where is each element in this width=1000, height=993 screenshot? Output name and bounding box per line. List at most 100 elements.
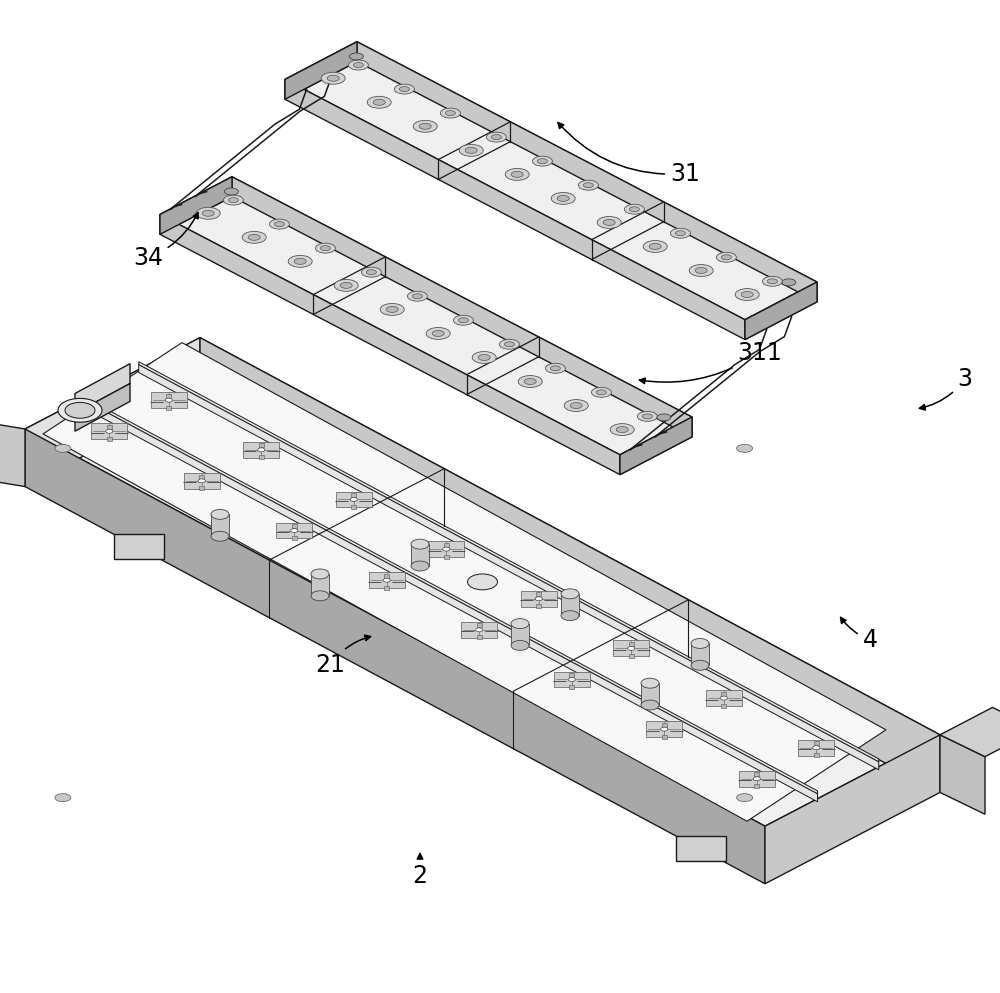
Ellipse shape xyxy=(578,180,598,191)
Ellipse shape xyxy=(349,53,363,60)
Text: 21: 21 xyxy=(315,636,371,677)
Text: 31: 31 xyxy=(558,122,700,186)
Polygon shape xyxy=(232,177,692,437)
Ellipse shape xyxy=(399,86,409,91)
Polygon shape xyxy=(691,643,709,665)
Polygon shape xyxy=(561,594,579,616)
Ellipse shape xyxy=(65,402,95,418)
Polygon shape xyxy=(78,393,818,801)
Polygon shape xyxy=(160,177,232,234)
Polygon shape xyxy=(200,338,940,792)
Ellipse shape xyxy=(691,638,709,648)
Ellipse shape xyxy=(211,509,229,519)
Ellipse shape xyxy=(340,282,352,288)
Polygon shape xyxy=(620,417,692,475)
Polygon shape xyxy=(814,742,819,746)
Ellipse shape xyxy=(311,591,329,601)
Ellipse shape xyxy=(637,411,657,421)
Ellipse shape xyxy=(294,258,306,264)
Ellipse shape xyxy=(499,340,519,350)
Polygon shape xyxy=(114,534,164,559)
Text: 2: 2 xyxy=(413,854,428,888)
Ellipse shape xyxy=(642,414,652,419)
Ellipse shape xyxy=(55,445,71,453)
Ellipse shape xyxy=(550,365,560,370)
Text: 4: 4 xyxy=(841,618,878,652)
Ellipse shape xyxy=(486,132,506,142)
Polygon shape xyxy=(151,392,187,408)
Ellipse shape xyxy=(511,619,529,629)
Ellipse shape xyxy=(211,531,229,541)
Ellipse shape xyxy=(767,279,777,284)
Ellipse shape xyxy=(583,183,593,188)
Ellipse shape xyxy=(269,219,289,229)
Ellipse shape xyxy=(478,355,490,360)
Ellipse shape xyxy=(643,240,667,252)
Ellipse shape xyxy=(258,448,265,452)
Ellipse shape xyxy=(511,172,523,178)
Polygon shape xyxy=(444,555,449,559)
Polygon shape xyxy=(160,214,620,475)
Polygon shape xyxy=(75,383,130,431)
Ellipse shape xyxy=(426,328,450,340)
Ellipse shape xyxy=(320,245,330,250)
Ellipse shape xyxy=(432,331,444,337)
Polygon shape xyxy=(199,487,204,491)
Ellipse shape xyxy=(675,230,685,235)
Ellipse shape xyxy=(564,399,588,411)
Ellipse shape xyxy=(532,156,552,166)
Text: 311: 311 xyxy=(639,341,782,383)
Polygon shape xyxy=(745,282,817,340)
Polygon shape xyxy=(91,423,127,439)
Ellipse shape xyxy=(367,96,391,108)
Polygon shape xyxy=(107,437,112,441)
Ellipse shape xyxy=(535,597,542,601)
Ellipse shape xyxy=(782,279,796,286)
Polygon shape xyxy=(351,494,356,497)
Ellipse shape xyxy=(813,746,820,750)
Polygon shape xyxy=(641,683,659,705)
Ellipse shape xyxy=(568,677,575,681)
Ellipse shape xyxy=(248,234,260,240)
Ellipse shape xyxy=(242,231,266,243)
Polygon shape xyxy=(646,721,682,737)
Ellipse shape xyxy=(762,276,782,286)
Ellipse shape xyxy=(561,589,579,599)
Ellipse shape xyxy=(412,294,422,299)
Polygon shape xyxy=(25,338,200,487)
Polygon shape xyxy=(259,456,264,460)
Polygon shape xyxy=(243,442,279,458)
Polygon shape xyxy=(311,574,329,596)
Ellipse shape xyxy=(720,696,727,700)
Ellipse shape xyxy=(453,316,473,326)
Ellipse shape xyxy=(476,628,483,632)
Ellipse shape xyxy=(196,208,220,219)
Polygon shape xyxy=(384,574,389,578)
Polygon shape xyxy=(629,654,634,658)
Ellipse shape xyxy=(491,135,501,140)
Ellipse shape xyxy=(695,267,707,273)
Ellipse shape xyxy=(624,205,644,214)
Ellipse shape xyxy=(629,207,639,212)
Ellipse shape xyxy=(741,292,753,298)
Polygon shape xyxy=(285,42,817,320)
Ellipse shape xyxy=(628,646,635,650)
Ellipse shape xyxy=(472,352,496,363)
Ellipse shape xyxy=(716,252,736,262)
Ellipse shape xyxy=(670,228,690,238)
Polygon shape xyxy=(166,394,171,398)
Ellipse shape xyxy=(753,777,760,780)
Ellipse shape xyxy=(689,264,713,276)
Ellipse shape xyxy=(366,270,376,275)
Ellipse shape xyxy=(348,60,368,71)
Polygon shape xyxy=(166,406,171,410)
Polygon shape xyxy=(569,673,574,677)
Ellipse shape xyxy=(561,611,579,621)
Ellipse shape xyxy=(597,216,621,228)
Ellipse shape xyxy=(465,147,477,153)
Ellipse shape xyxy=(291,528,298,532)
Polygon shape xyxy=(25,429,765,884)
Polygon shape xyxy=(629,642,634,646)
Polygon shape xyxy=(107,425,112,429)
Ellipse shape xyxy=(511,640,529,650)
